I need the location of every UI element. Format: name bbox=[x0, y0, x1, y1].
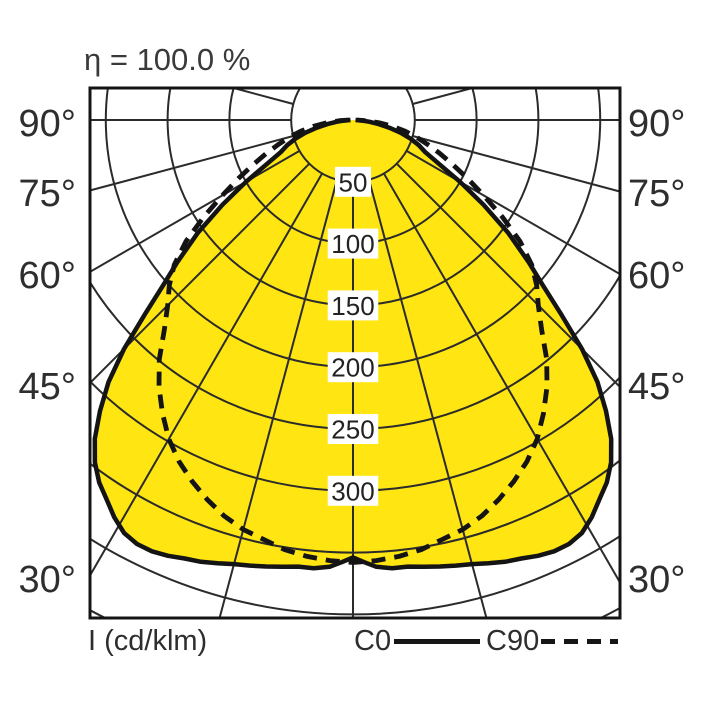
intensity-unit-label: I (cd/klm) bbox=[88, 625, 208, 657]
angle-grid-ray bbox=[368, 179, 488, 618]
angle-label-right-90: 90° bbox=[628, 103, 686, 145]
angle-grid-ray bbox=[90, 135, 294, 192]
angle-grid-ray bbox=[218, 179, 338, 618]
legend-c0-label: C0 bbox=[354, 625, 392, 657]
radial-tick-box bbox=[327, 228, 379, 259]
angle-label-left-30: 30° bbox=[18, 558, 76, 601]
radial-tick-label: 200 bbox=[331, 353, 374, 383]
radial-tick-label: 100 bbox=[331, 229, 374, 259]
radial-tick-box bbox=[327, 352, 379, 383]
radial-tick-label: 250 bbox=[331, 415, 374, 445]
angle-grid-ray bbox=[383, 173, 620, 585]
angle-label-left-60: 60° bbox=[18, 254, 76, 297]
radial-tick-box bbox=[335, 166, 371, 197]
efficiency-title: η = 100.0 % bbox=[84, 42, 251, 77]
c90-curve bbox=[156, 117, 550, 565]
angle-label-right-30: 30° bbox=[628, 558, 686, 601]
angle-grid-ray bbox=[90, 173, 323, 578]
angle-label-right-75: 75° bbox=[628, 173, 686, 216]
angle-label-left-45: 45° bbox=[18, 366, 76, 408]
radial-tick-box bbox=[327, 414, 379, 444]
plot-border bbox=[88, 86, 622, 620]
angle-grid-ray bbox=[406, 150, 620, 276]
angle-label-right-45: 45° bbox=[628, 366, 686, 408]
radial-tick-label: 150 bbox=[331, 291, 374, 321]
legend-c90-label: C90 bbox=[486, 625, 540, 657]
angle-grid-ray bbox=[412, 135, 620, 193]
angle-grid-ray bbox=[90, 162, 311, 385]
legend-c0-solid-line bbox=[394, 639, 480, 644]
angle-label-left-75: 75° bbox=[18, 173, 76, 216]
radial-tick-label: 300 bbox=[331, 476, 374, 506]
legend-c90-dashed-line bbox=[541, 639, 618, 644]
radial-tick-label: 50 bbox=[339, 167, 368, 197]
radial-tick-box bbox=[327, 475, 379, 506]
angle-label-right-60: 60° bbox=[628, 254, 686, 297]
angle-grid-ray bbox=[90, 150, 300, 273]
angle-grid-ray bbox=[395, 162, 620, 389]
angle-label-left-90: 90° bbox=[18, 103, 76, 145]
radial-tick-box bbox=[327, 290, 379, 321]
